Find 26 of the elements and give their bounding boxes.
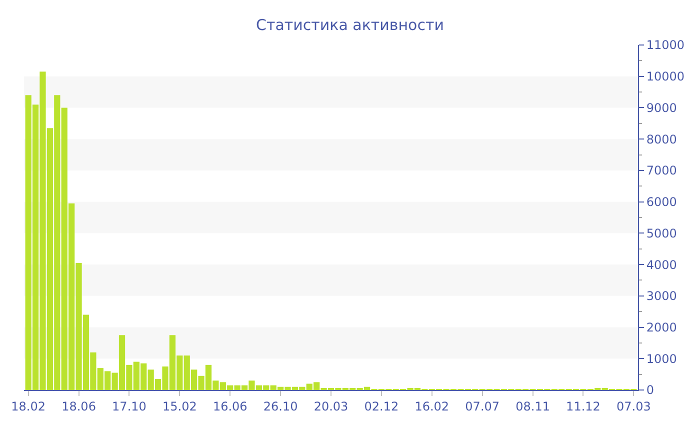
x-tick-label: 02.12 (364, 399, 399, 414)
x-tick-label: 16.06 (212, 399, 248, 414)
y-tick-label: 6000 (646, 195, 677, 210)
x-tick-label: 11.12 (566, 399, 600, 414)
x-tick-label: 07.07 (465, 399, 500, 414)
chart-title: Статистика активности (256, 16, 444, 34)
y-tick-label: 7000 (646, 164, 677, 178)
x-tick-label: 08.11 (516, 399, 550, 414)
y-tick-label: 10000 (646, 70, 685, 84)
y-tick-label: 11000 (646, 38, 685, 52)
x-tick-label: 15.02 (162, 399, 197, 414)
y-tick-label: 3000 (646, 289, 677, 304)
x-tick-label: 16.02 (414, 399, 450, 414)
x-tick-label: 17.10 (112, 399, 146, 414)
x-tick-label: 20.03 (314, 399, 348, 414)
y-tick-label: 1000 (646, 352, 677, 366)
y-tick-label: 5000 (646, 226, 677, 240)
x-tick-label: 07.03 (616, 399, 651, 414)
x-tick-label: 18.02 (11, 399, 46, 414)
x-tick-label: 18.06 (62, 399, 96, 414)
y-tick-label: 4000 (646, 258, 677, 272)
y-tick-label: 9000 (646, 100, 677, 115)
y-tick-label: 8000 (646, 132, 677, 146)
y-tick-label: 0 (646, 383, 654, 398)
x-tick-label: 26.10 (263, 399, 298, 414)
y-tick-label: 2000 (646, 320, 677, 334)
